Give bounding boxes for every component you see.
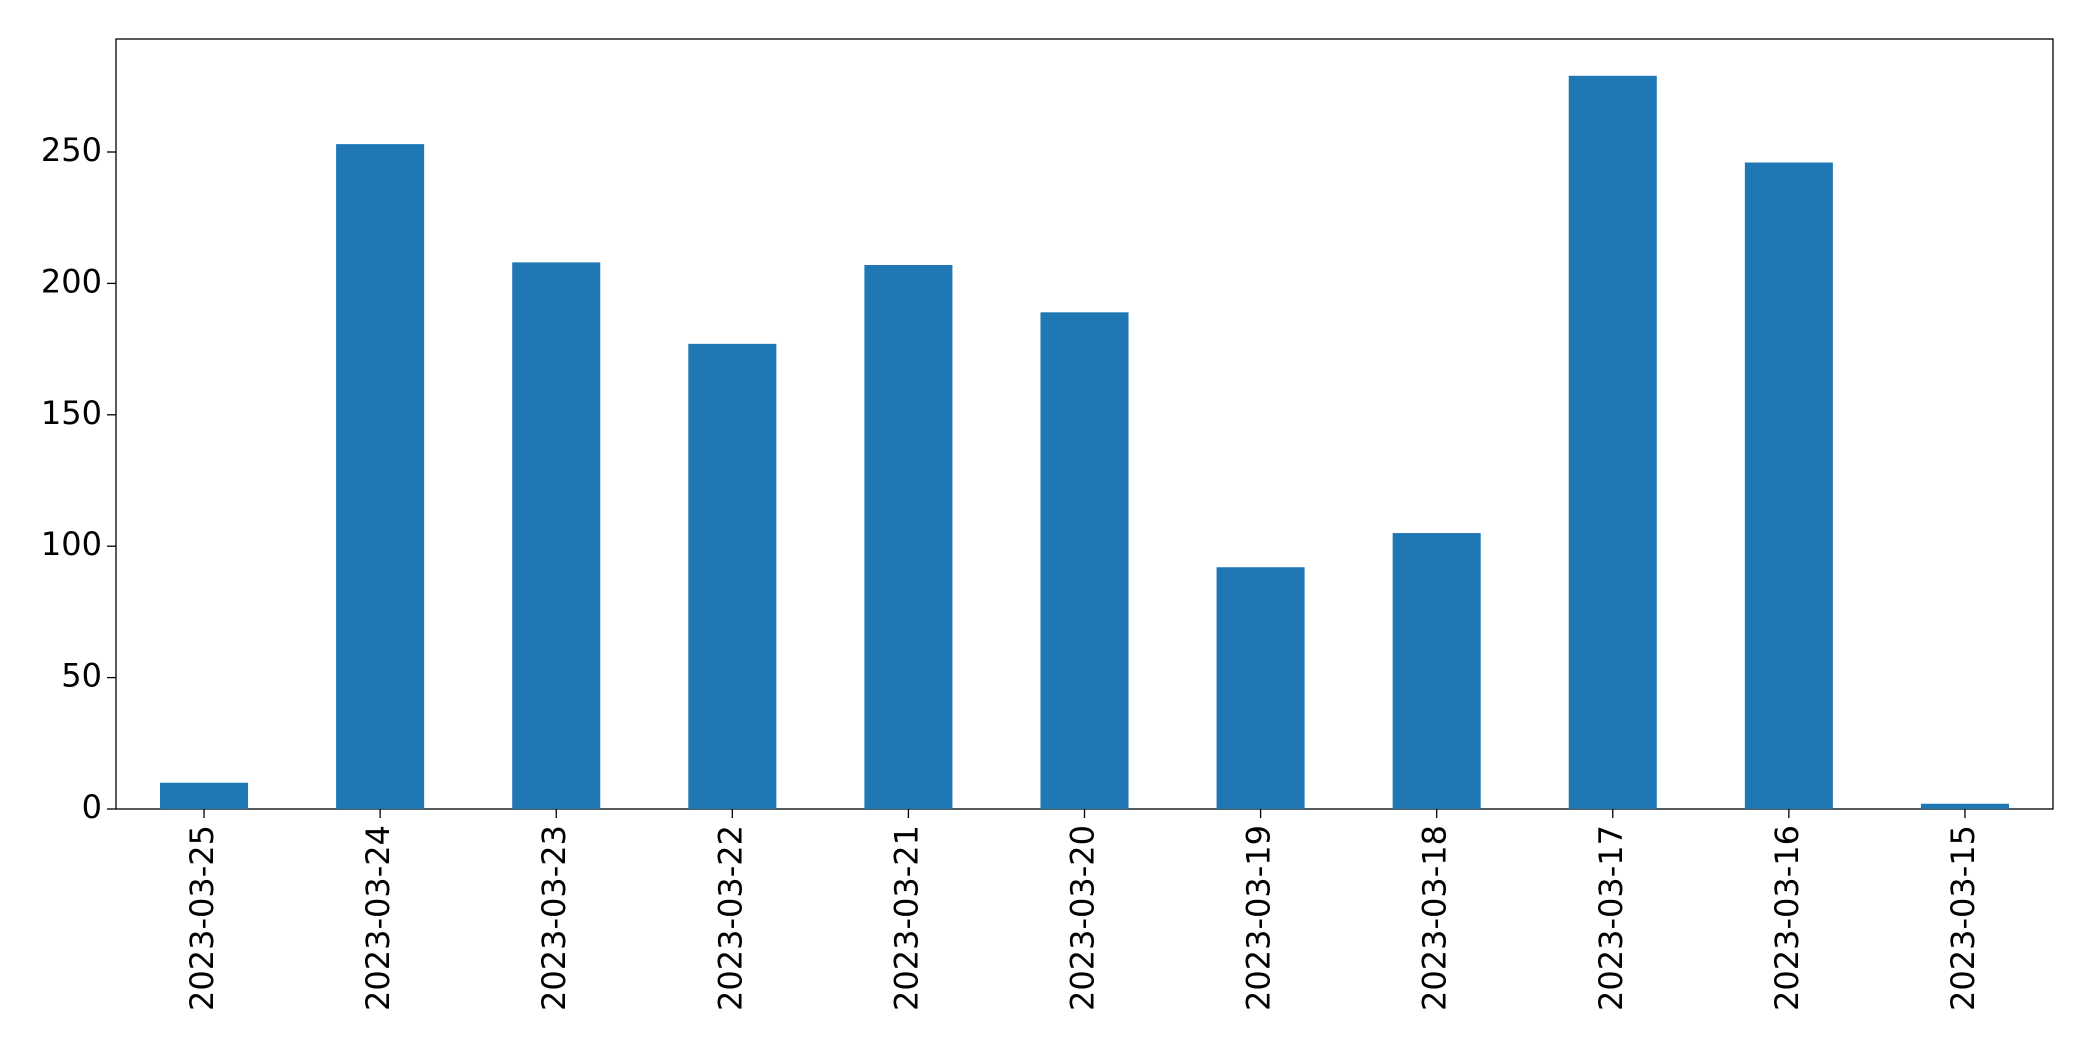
- y-tick-label: 0: [82, 788, 102, 826]
- x-tick-label: 2023-03-24: [359, 825, 397, 1011]
- x-tick-label: 2023-03-18: [1416, 825, 1454, 1011]
- y-tick-label: 50: [61, 657, 102, 695]
- bar: [1744, 162, 1833, 809]
- x-tick-label: 2023-03-21: [887, 825, 925, 1011]
- bar: [1216, 567, 1305, 809]
- y-tick-label: 200: [41, 262, 102, 300]
- x-tick-label: 2023-03-15: [1944, 825, 1982, 1011]
- bar: [1920, 803, 2009, 809]
- bar: [1040, 312, 1129, 809]
- bar: [1568, 75, 1657, 809]
- x-tick-label: 2023-03-17: [1592, 825, 1630, 1011]
- bar: [1392, 533, 1481, 809]
- x-tick-label: 2023-03-16: [1768, 825, 1806, 1011]
- bar: [688, 343, 777, 809]
- bar: [336, 144, 425, 810]
- bar: [160, 782, 249, 809]
- y-tick-label: 150: [41, 394, 102, 432]
- x-tick-label: 2023-03-20: [1064, 825, 1102, 1011]
- y-tick-label: 250: [41, 131, 102, 169]
- y-tick-label: 100: [41, 525, 102, 563]
- x-tick-label: 2023-03-25: [183, 825, 221, 1011]
- x-tick-label: 2023-03-19: [1240, 825, 1278, 1011]
- x-tick-label: 2023-03-23: [535, 825, 573, 1011]
- x-tick-label: 2023-03-22: [711, 825, 749, 1011]
- bar: [512, 262, 601, 809]
- bar: [864, 265, 953, 809]
